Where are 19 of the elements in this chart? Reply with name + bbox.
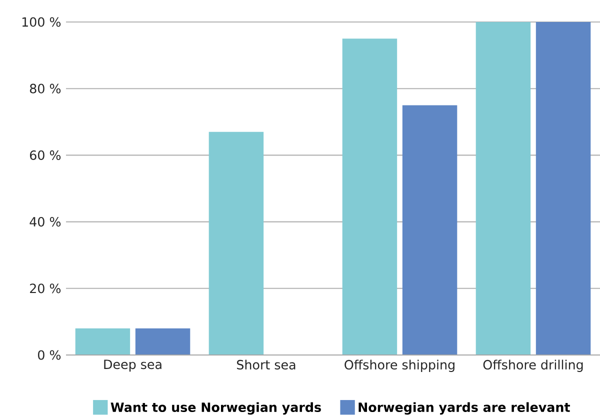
legend-label: Want to use Norwegian yards xyxy=(110,402,321,415)
y-tick-label: 40 % xyxy=(30,217,61,227)
y-tick-label: 20 % xyxy=(30,284,61,294)
x-tick-label: Deep sea xyxy=(104,360,162,372)
y-tick-label: 100 % xyxy=(22,17,61,27)
bar xyxy=(342,38,398,355)
bar xyxy=(135,328,190,355)
bar xyxy=(208,132,264,355)
y-tick-label: 80 % xyxy=(30,84,61,94)
bar xyxy=(536,22,591,355)
y-tick-label: 0 % xyxy=(38,350,61,360)
x-tick-label: Offshore shipping xyxy=(344,360,454,372)
y-tick-label: 60 % xyxy=(30,150,61,160)
bar xyxy=(75,328,130,355)
legend-label: Norwegian yards are relevant xyxy=(358,402,570,415)
bar xyxy=(476,22,531,355)
x-tick-label: Short sea xyxy=(237,360,296,370)
x-tick-label: Offshore drilling xyxy=(483,360,583,372)
bar xyxy=(402,105,458,355)
